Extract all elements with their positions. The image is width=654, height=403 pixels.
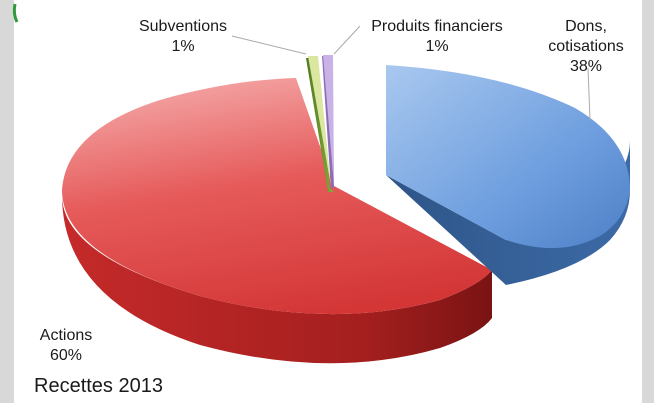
label-subventions: Subventions 1% (139, 18, 227, 55)
label-produits-financiers-value: 1% (425, 38, 448, 55)
pie-slice-produits-financiers (322, 55, 334, 188)
pie-slice-subventions (306, 56, 334, 192)
label-actions: Actions 60% (40, 327, 92, 364)
leader-line-produits-financiers (333, 25, 361, 55)
label-produits-financiers-name: Produits financiers (371, 18, 503, 35)
label-subventions-value: 1% (171, 38, 194, 55)
label-dons-name-line1: Dons, (565, 18, 607, 35)
label-subventions-name: Subventions (139, 18, 227, 35)
label-dons-value: 38% (570, 58, 602, 75)
label-actions-value: 60% (50, 347, 82, 364)
chart-title: Recettes 2013 (34, 375, 163, 397)
label-dons-cotisations: Dons, cotisations 38% (548, 18, 624, 75)
leader-line-subventions (231, 35, 307, 55)
label-actions-name: Actions (40, 327, 92, 344)
pie-slice-dons-cotisations (386, 65, 630, 285)
pie-slice-actions (62, 78, 492, 364)
label-produits-financiers: Produits financiers 1% (371, 18, 503, 55)
leader-line-dons (587, 67, 591, 121)
label-dons-name-line2: cotisations (548, 38, 624, 55)
accent-bracket (12, 3, 19, 23)
